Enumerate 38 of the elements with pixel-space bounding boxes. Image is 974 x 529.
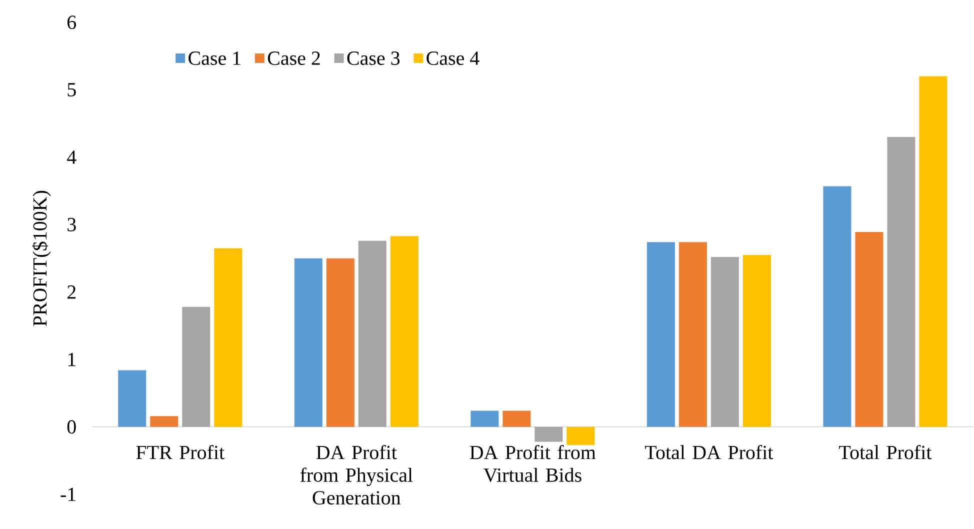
bar xyxy=(855,232,884,427)
x-tick-label: FTR Profit xyxy=(136,444,224,460)
x-tick-label: Total Profit xyxy=(839,444,932,460)
bar xyxy=(887,136,916,427)
bar xyxy=(502,410,531,427)
bar xyxy=(294,258,322,427)
y-tick-label: 3 xyxy=(68,218,76,232)
bar xyxy=(919,76,948,427)
bar xyxy=(390,236,418,427)
x-tick-label: DA Profit from Physical Generation xyxy=(300,444,413,505)
y-tick-label: 4 xyxy=(67,150,76,164)
bar xyxy=(566,426,595,446)
legend-label: Case 2 xyxy=(268,52,320,65)
bar xyxy=(534,426,563,442)
y-axis-title: PROFIT($100K) xyxy=(32,190,51,326)
bar xyxy=(150,416,178,427)
x-tick-label: DA Profit from Virtual Bids xyxy=(470,444,596,482)
bar xyxy=(742,254,771,427)
y-tick-label: 6 xyxy=(67,16,76,30)
y-tick-label: 1 xyxy=(68,352,76,366)
legend-label: Case 1 xyxy=(188,52,240,65)
bar xyxy=(710,256,739,427)
bar xyxy=(646,242,675,427)
y-tick-label: 0 xyxy=(67,420,76,434)
bar xyxy=(470,410,499,427)
bar xyxy=(182,306,210,427)
x-tick-label: Total DA Profit xyxy=(645,444,774,460)
legend-label: Case 3 xyxy=(347,52,400,65)
bar xyxy=(823,186,852,427)
bar xyxy=(678,242,707,427)
bar xyxy=(326,258,354,427)
legend-label: Case 4 xyxy=(426,52,480,65)
y-tick-label: -1 xyxy=(60,488,76,501)
y-tick-label: 5 xyxy=(68,83,76,96)
bar xyxy=(214,248,242,427)
bar xyxy=(118,370,146,427)
bar xyxy=(358,240,386,427)
y-tick-label: 2 xyxy=(68,285,76,299)
